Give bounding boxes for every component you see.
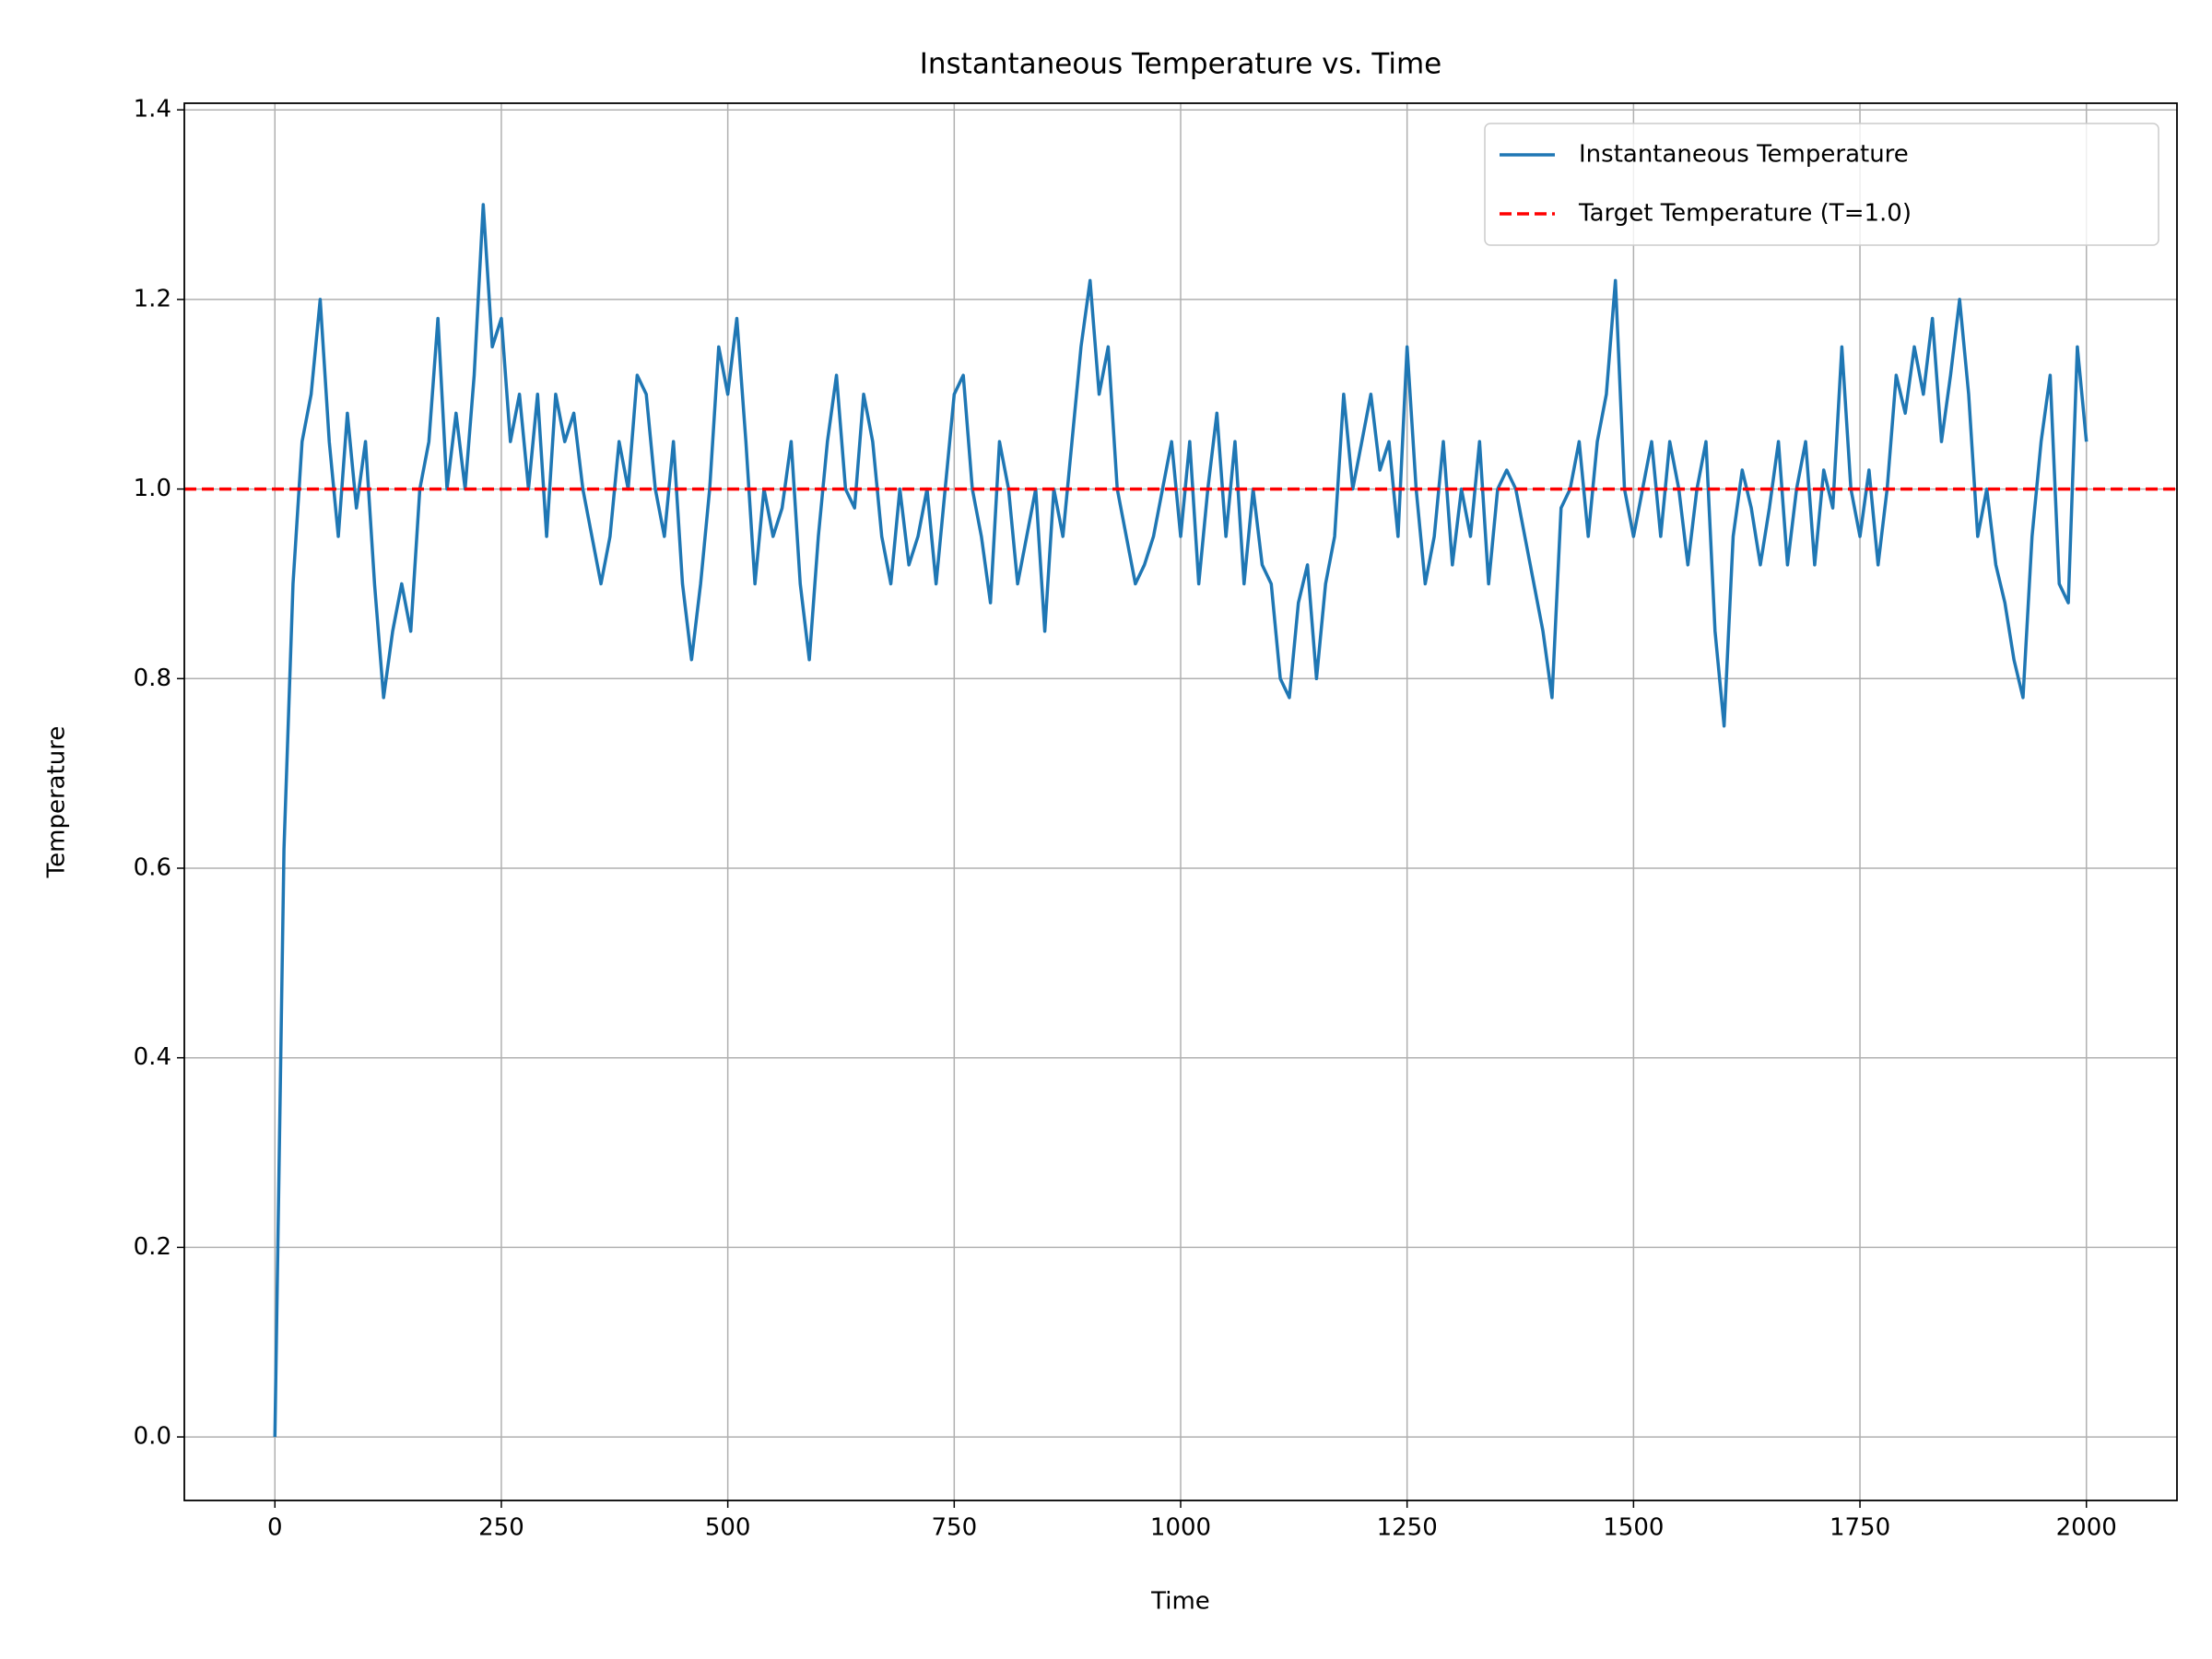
- y-axis-label: Temperature: [43, 726, 71, 879]
- legend-box: [1484, 123, 2159, 246]
- x-tick-label: 2000: [2056, 1514, 2117, 1542]
- legend-label: Target Temperature (T=1.0): [1578, 200, 1912, 228]
- y-tick-label: 0.4: [134, 1043, 171, 1071]
- x-tick-label: 1500: [1603, 1514, 1664, 1542]
- data-line: [273, 203, 2088, 1438]
- x-tick-label: 250: [478, 1514, 524, 1542]
- legend-label: Instantaneous Temperature: [1579, 141, 1909, 169]
- y-tick-label: 1.4: [134, 96, 171, 124]
- y-tick-label: 0.8: [134, 665, 171, 692]
- x-axis-label: Time: [1150, 1588, 1210, 1616]
- x-tick-label: 1250: [1377, 1514, 1438, 1542]
- y-tick-label: 0.6: [134, 853, 171, 881]
- legend: Instantaneous Temperature Target Temperat…: [1484, 123, 2159, 246]
- y-tick-label: 0.2: [134, 1233, 171, 1261]
- y-tick-label: 0.0: [134, 1423, 171, 1451]
- plot-frame: [183, 102, 2178, 1501]
- x-tick-label: 500: [705, 1514, 751, 1542]
- x-tick-label: 750: [931, 1514, 977, 1542]
- x-tick-label: 0: [267, 1514, 283, 1542]
- y-tick-label: 1.0: [134, 475, 171, 502]
- y-tick-label: 1.2: [134, 285, 171, 312]
- x-tick-label: 1000: [1150, 1514, 1211, 1542]
- chart-title: Instantaneous Temperature vs. Time: [920, 48, 1442, 81]
- x-tick-label: 1750: [1830, 1514, 1890, 1542]
